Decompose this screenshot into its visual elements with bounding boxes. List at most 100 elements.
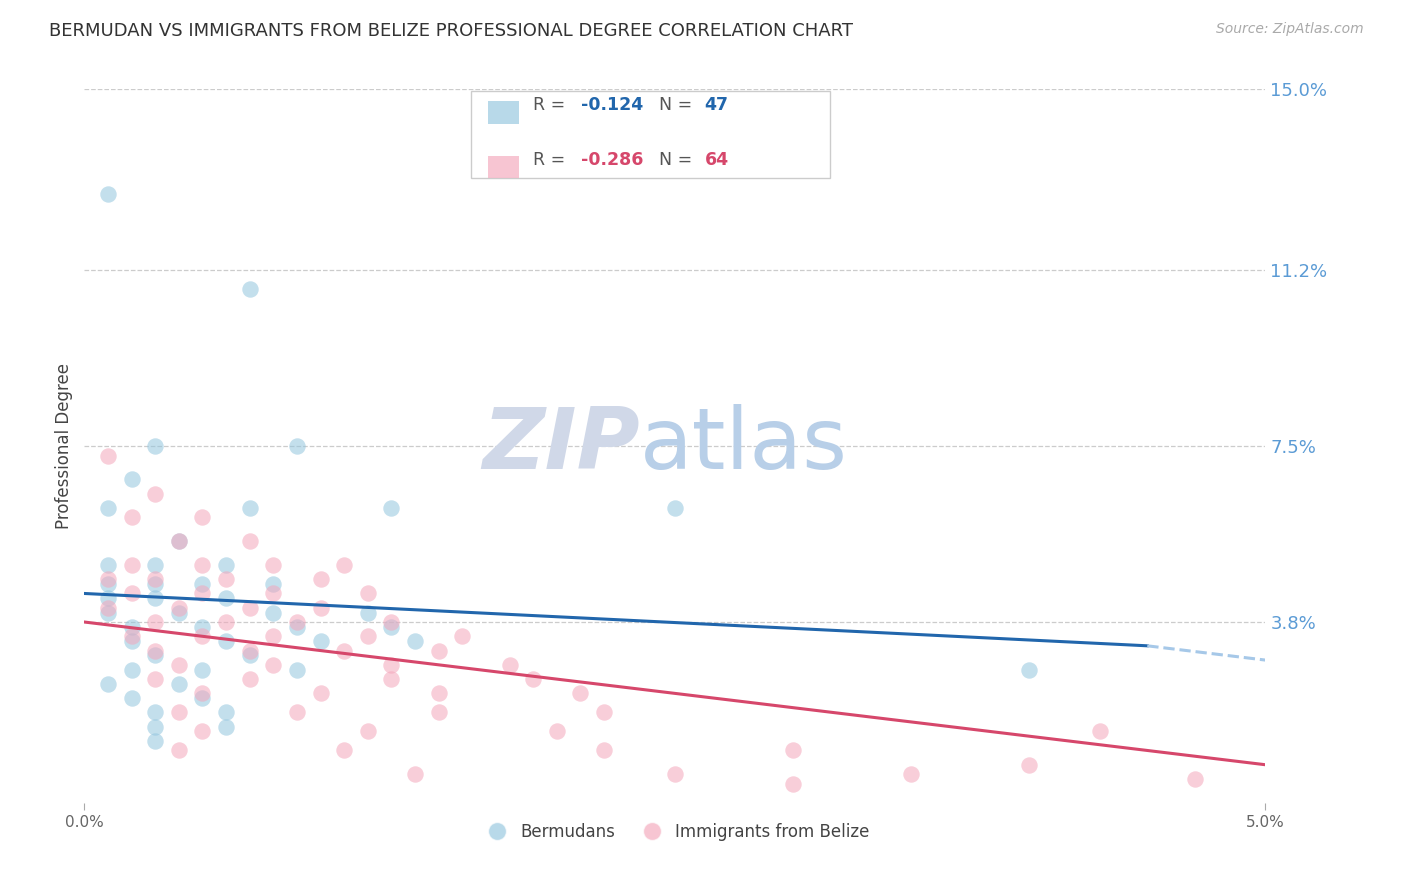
Text: BERMUDAN VS IMMIGRANTS FROM BELIZE PROFESSIONAL DEGREE CORRELATION CHART: BERMUDAN VS IMMIGRANTS FROM BELIZE PROFE… bbox=[49, 22, 853, 40]
Point bbox=[427, 706, 450, 720]
Point bbox=[143, 720, 166, 734]
Point bbox=[215, 634, 238, 648]
Point bbox=[97, 677, 120, 691]
Point bbox=[1018, 663, 1040, 677]
Point bbox=[239, 500, 262, 515]
Point bbox=[143, 577, 166, 591]
Point bbox=[1184, 772, 1206, 786]
Point bbox=[167, 677, 190, 691]
Point bbox=[569, 686, 592, 700]
Point bbox=[215, 572, 238, 586]
Point bbox=[309, 600, 332, 615]
Point bbox=[121, 620, 143, 634]
Legend: Bermudans, Immigrants from Belize: Bermudans, Immigrants from Belize bbox=[474, 817, 876, 848]
Point bbox=[215, 615, 238, 629]
Text: -0.286: -0.286 bbox=[581, 151, 643, 169]
Point bbox=[404, 634, 426, 648]
Point bbox=[357, 606, 380, 620]
Point bbox=[380, 657, 402, 672]
Point bbox=[97, 591, 120, 606]
Point bbox=[215, 706, 238, 720]
Point bbox=[143, 643, 166, 657]
Point bbox=[427, 686, 450, 700]
Point bbox=[333, 743, 356, 757]
Point bbox=[97, 577, 120, 591]
Point bbox=[285, 620, 308, 634]
Point bbox=[1018, 757, 1040, 772]
Point bbox=[262, 657, 284, 672]
Point bbox=[97, 606, 120, 620]
Point bbox=[285, 663, 308, 677]
Text: ZIP: ZIP bbox=[482, 404, 640, 488]
Point bbox=[167, 743, 190, 757]
Point bbox=[143, 558, 166, 572]
Point bbox=[239, 672, 262, 686]
Point bbox=[285, 706, 308, 720]
Point bbox=[143, 572, 166, 586]
Point bbox=[121, 691, 143, 706]
Point bbox=[191, 558, 214, 572]
Point bbox=[664, 767, 686, 781]
Point bbox=[97, 449, 120, 463]
Point bbox=[285, 615, 308, 629]
Point bbox=[404, 767, 426, 781]
Point bbox=[97, 572, 120, 586]
Point bbox=[1088, 724, 1111, 739]
Point bbox=[167, 606, 190, 620]
Point bbox=[239, 600, 262, 615]
Point bbox=[121, 472, 143, 486]
Point bbox=[191, 691, 214, 706]
Point bbox=[664, 500, 686, 515]
Point bbox=[593, 706, 616, 720]
Text: 64: 64 bbox=[704, 151, 728, 169]
Point bbox=[143, 706, 166, 720]
Point bbox=[121, 634, 143, 648]
Point bbox=[239, 534, 262, 549]
Point bbox=[191, 586, 214, 600]
Point bbox=[451, 629, 474, 643]
Point bbox=[143, 615, 166, 629]
Point bbox=[97, 186, 120, 201]
Point bbox=[380, 620, 402, 634]
Point bbox=[191, 620, 214, 634]
Point bbox=[239, 282, 262, 296]
Point bbox=[191, 663, 214, 677]
Text: R =: R = bbox=[533, 151, 571, 169]
Point bbox=[97, 558, 120, 572]
Point bbox=[309, 686, 332, 700]
Point bbox=[593, 743, 616, 757]
Point bbox=[167, 706, 190, 720]
Point bbox=[262, 586, 284, 600]
Point bbox=[167, 534, 190, 549]
Point bbox=[498, 657, 520, 672]
Point bbox=[357, 724, 380, 739]
Point bbox=[97, 500, 120, 515]
Text: -0.124: -0.124 bbox=[581, 96, 643, 114]
Point bbox=[427, 643, 450, 657]
Point bbox=[121, 510, 143, 524]
Point bbox=[191, 577, 214, 591]
Point bbox=[143, 734, 166, 748]
Point bbox=[262, 577, 284, 591]
Point bbox=[546, 724, 568, 739]
Point bbox=[97, 600, 120, 615]
Point bbox=[143, 591, 166, 606]
Text: N =: N = bbox=[648, 96, 697, 114]
Text: R =: R = bbox=[533, 96, 571, 114]
Point bbox=[191, 510, 214, 524]
Point bbox=[191, 724, 214, 739]
Point bbox=[215, 558, 238, 572]
Point bbox=[191, 686, 214, 700]
Point bbox=[239, 648, 262, 663]
Point bbox=[143, 486, 166, 500]
Point bbox=[121, 663, 143, 677]
Point bbox=[333, 643, 356, 657]
Point bbox=[782, 743, 804, 757]
Point bbox=[900, 767, 922, 781]
Point bbox=[215, 591, 238, 606]
Point bbox=[357, 586, 380, 600]
Point bbox=[167, 657, 190, 672]
Point bbox=[357, 629, 380, 643]
Point bbox=[380, 500, 402, 515]
Point bbox=[121, 629, 143, 643]
